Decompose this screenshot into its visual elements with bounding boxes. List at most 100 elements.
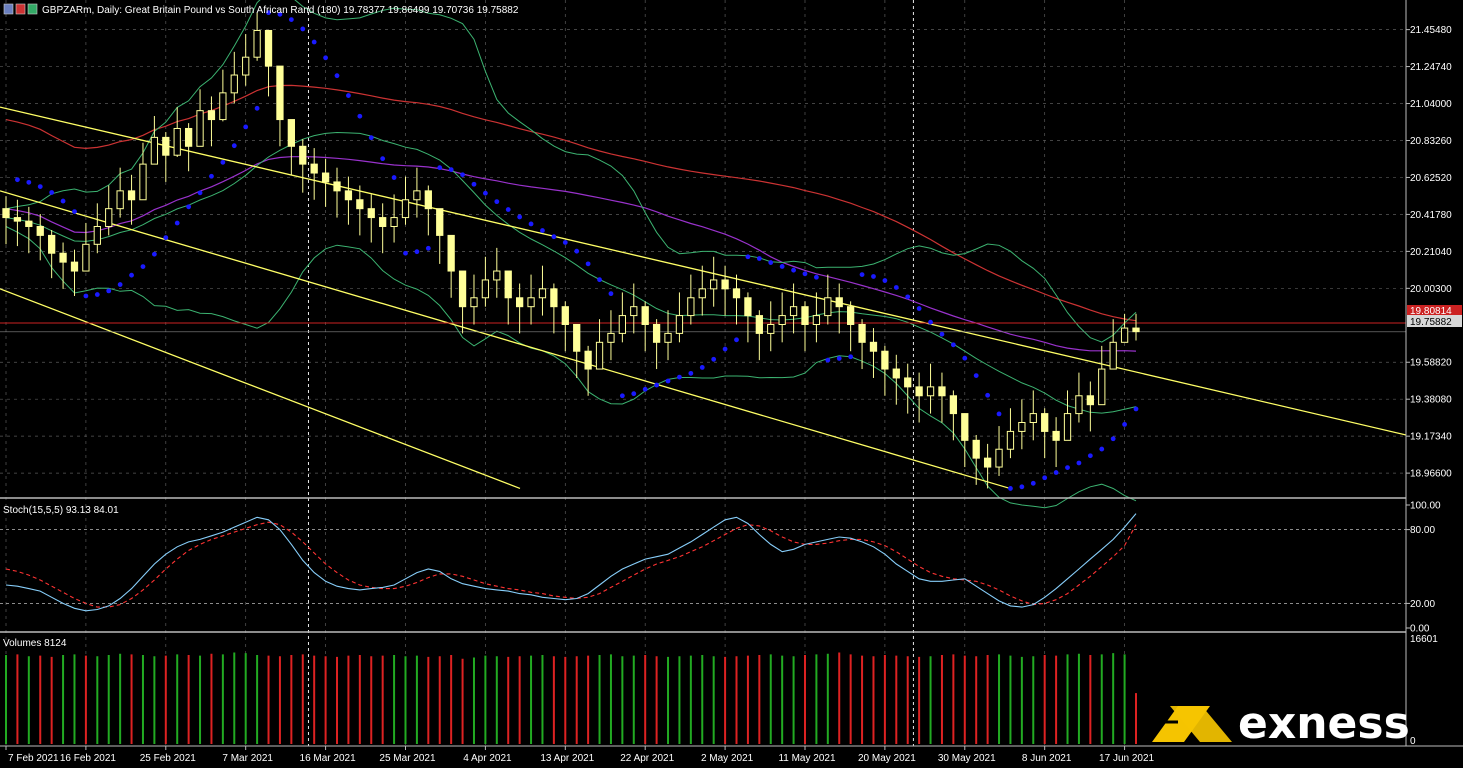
candle-body (242, 56, 250, 76)
candle (401, 176, 410, 225)
time-tick-label: 13 Apr 2021 (540, 753, 594, 764)
sar-dot (654, 382, 660, 388)
candle-body (70, 261, 79, 272)
sar-dot (505, 207, 511, 212)
candle-body (93, 225, 101, 245)
candle (139, 142, 147, 201)
candle (869, 328, 878, 378)
time-tick-label: 2 May 2021 (701, 753, 754, 764)
candle-body (778, 315, 786, 325)
candle (1086, 381, 1094, 432)
price-tick-label: 19.58820 (1410, 358, 1452, 369)
candle (1120, 313, 1129, 343)
overlays (0, 0, 1407, 509)
candle (1018, 399, 1026, 450)
candle (321, 158, 330, 207)
candle-body (413, 190, 421, 201)
chart-icon[interactable] (27, 3, 38, 15)
candle-body (196, 110, 204, 147)
time-tick-label: 16 Mar 2021 (300, 753, 357, 764)
candle (424, 185, 432, 236)
sar-dot (231, 143, 237, 149)
candle-body (584, 350, 592, 370)
candle-body (687, 297, 695, 317)
candle (470, 274, 478, 325)
flag-icon[interactable] (15, 3, 26, 15)
current-price-tag: 19.75882 (1407, 315, 1462, 328)
candle (607, 310, 615, 361)
sar-dot (151, 251, 157, 257)
price-axis[interactable]: 21.45480 21.24740 21.04000 20.83260 20.62520… (1406, 25, 1452, 480)
sar-dot (848, 354, 854, 360)
candle-body (287, 119, 295, 147)
candle-body (767, 323, 775, 334)
candle-body (858, 323, 866, 343)
sar-dot (391, 175, 397, 180)
time-axis[interactable]: 7 Feb 2021 16 Feb 2021 25 Feb 2021 7 Mar 20… (5, 746, 1155, 764)
sar-dot (72, 209, 77, 215)
grid (0, 0, 1406, 746)
sar-dot (288, 17, 294, 23)
candle-body (1029, 413, 1037, 424)
sar-dot (266, 10, 271, 16)
price-tick-label: 21.24740 (1410, 62, 1452, 73)
candle-body (59, 252, 67, 263)
time-tick-label: 4 Apr 2021 (463, 753, 512, 764)
candle-body (276, 65, 284, 121)
sar-dot (1065, 465, 1070, 470)
candle-body (162, 136, 170, 156)
candle (264, 29, 273, 97)
candle (367, 194, 375, 243)
candle (926, 363, 935, 414)
candle (778, 292, 786, 343)
candle-body (538, 288, 547, 299)
volume-axis-top: 16601 (1410, 634, 1438, 645)
candle-body (1052, 430, 1060, 441)
candle (573, 323, 581, 378)
sar-dot (1122, 422, 1127, 427)
window-icon[interactable] (3, 3, 14, 15)
sar-dot (49, 190, 55, 195)
candle-body (493, 270, 501, 281)
candle (630, 283, 638, 334)
sar-dot (1087, 453, 1093, 459)
sar-dot (928, 319, 933, 325)
candle (13, 199, 22, 247)
candle (595, 319, 604, 370)
channel-upper-line (0, 106, 1407, 436)
candle (230, 51, 238, 104)
candle (801, 301, 809, 352)
candle-body (892, 368, 900, 379)
candle (584, 345, 592, 396)
time-tick-label: 30 May 2021 (938, 753, 996, 764)
time-tick-label: 25 Mar 2021 (379, 753, 436, 764)
candle (447, 234, 455, 298)
candle-body (184, 127, 193, 147)
sar-dot (94, 292, 100, 297)
candle (93, 203, 101, 254)
candle (664, 310, 672, 361)
candle (481, 256, 490, 307)
sar-dot (277, 11, 283, 17)
candle-body (1041, 413, 1049, 432)
candle-body (710, 279, 718, 290)
bollinger-upper-line (5, 0, 1137, 343)
time-tick-label: 20 May 2021 (858, 753, 916, 764)
sar-dot (722, 346, 728, 352)
candle (82, 222, 90, 272)
candle-body (333, 181, 341, 192)
candle-body (573, 323, 581, 352)
candle (105, 185, 113, 236)
candle-body (561, 306, 569, 325)
sar-dot (197, 190, 203, 196)
price-tick-label: 21.04000 (1410, 99, 1452, 110)
price-tick-label: 20.83260 (1410, 136, 1452, 147)
candle-body (82, 243, 90, 272)
candle (550, 283, 558, 334)
sar-dot (551, 234, 557, 240)
sar-dot (83, 293, 89, 299)
exness-logo: exness (1152, 698, 1410, 749)
sar-dot (608, 291, 614, 297)
exness-logo-mark (1152, 706, 1232, 742)
